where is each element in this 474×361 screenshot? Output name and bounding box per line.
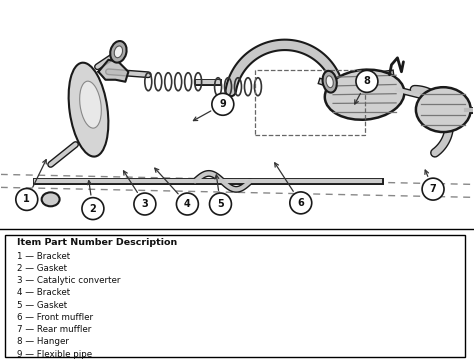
Ellipse shape [416,87,471,132]
Ellipse shape [326,76,333,88]
Text: 6: 6 [297,198,304,208]
Ellipse shape [42,192,60,206]
Circle shape [176,193,198,215]
Circle shape [356,70,378,92]
Ellipse shape [80,81,101,128]
Ellipse shape [69,63,109,157]
Text: 2 — Gasket: 2 — Gasket [17,264,66,273]
Text: 1: 1 [23,195,30,204]
Text: 8: 8 [364,77,370,86]
Text: 7 — Rear muffler: 7 — Rear muffler [17,325,91,334]
Text: 7: 7 [429,184,437,194]
Ellipse shape [325,70,404,120]
Circle shape [16,188,38,210]
Text: 6 — Front muffler: 6 — Front muffler [17,313,93,322]
Ellipse shape [114,46,123,58]
Text: 9 — Flexible pipe: 9 — Flexible pipe [17,350,91,359]
Polygon shape [99,60,128,82]
Circle shape [82,197,104,219]
Text: 9: 9 [219,99,226,109]
Text: 3: 3 [142,199,148,209]
Text: 4: 4 [184,199,191,209]
Text: 5: 5 [217,199,224,209]
Text: 8 — Hanger: 8 — Hanger [17,338,69,347]
Circle shape [422,178,444,200]
Circle shape [210,193,231,215]
Text: Item Part Number Description: Item Part Number Description [17,239,177,247]
Circle shape [212,93,234,115]
FancyBboxPatch shape [5,235,465,357]
Circle shape [290,192,312,214]
Ellipse shape [323,71,337,92]
Text: 5 — Gasket: 5 — Gasket [17,301,67,310]
Text: 1 — Bracket: 1 — Bracket [17,252,70,261]
Text: 3 — Catalytic converter: 3 — Catalytic converter [17,276,120,285]
Ellipse shape [110,41,127,62]
Circle shape [134,193,156,215]
Text: 2: 2 [90,204,96,214]
Text: 4 — Bracket: 4 — Bracket [17,288,70,297]
